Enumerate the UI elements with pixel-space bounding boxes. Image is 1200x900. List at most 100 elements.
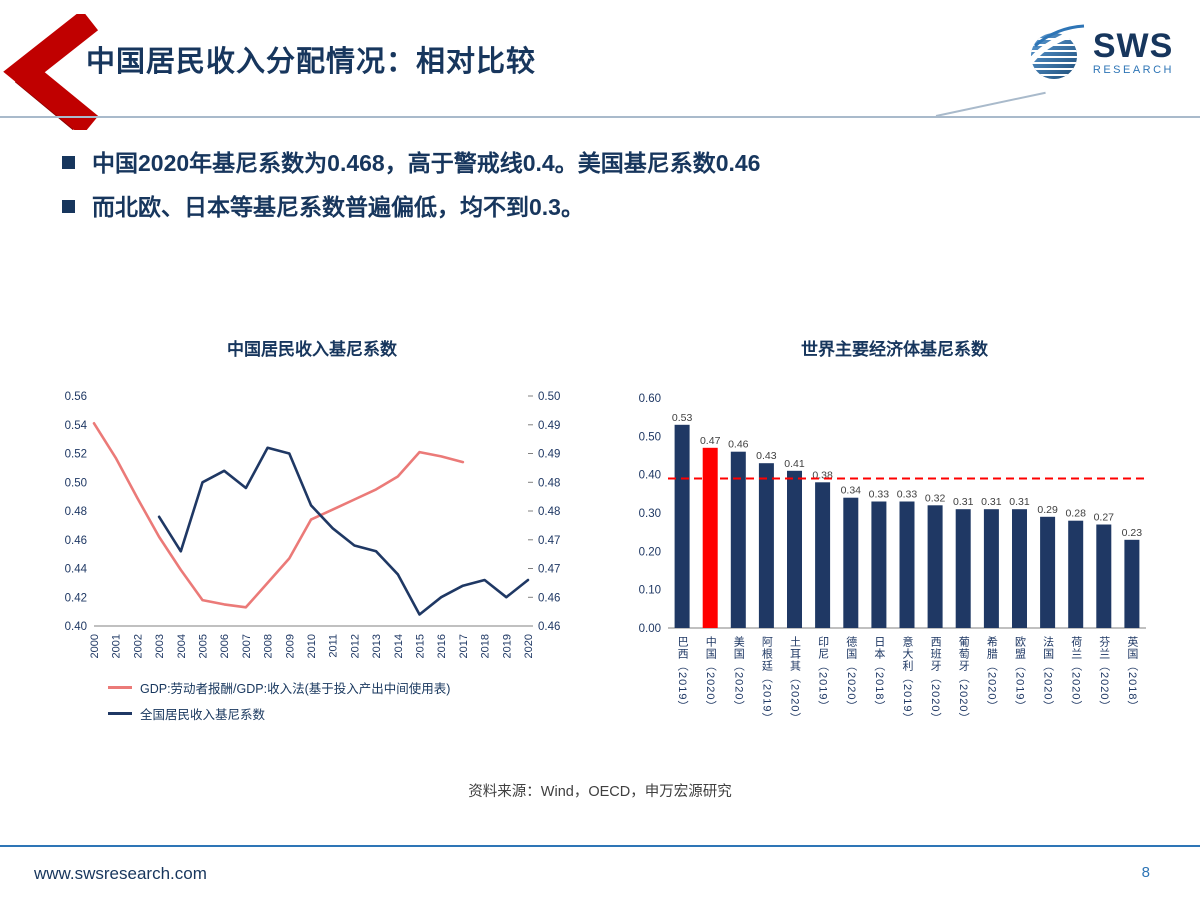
- bar-category-label: 西班牙（2020）: [929, 636, 942, 725]
- chevron-main: [3, 14, 99, 130]
- svg-text:0.27: 0.27: [1094, 512, 1115, 524]
- line-chart-title: 中国居民收入基尼系数: [227, 340, 397, 359]
- svg-text:0.60: 0.60: [639, 393, 661, 405]
- svg-text:0.44: 0.44: [65, 564, 88, 576]
- svg-text:0.00: 0.00: [639, 623, 661, 635]
- legend-item-0: GDP:劳动者报酬/GDP:收入法(基于投入产出中间使用表): [108, 678, 578, 697]
- svg-text:0.42: 0.42: [65, 592, 87, 604]
- svg-text:0.46: 0.46: [538, 621, 560, 633]
- y-axis-left-labels: 0.56 0.54 0.52 0.50 0.48 0.46 0.44 0.42 0.40: [65, 391, 88, 633]
- svg-text:2011: 2011: [328, 634, 340, 658]
- page-number: 8: [1141, 864, 1150, 881]
- bar: [955, 509, 971, 628]
- svg-text:2002: 2002: [132, 634, 144, 658]
- footer-divider: [0, 845, 1200, 847]
- legend-item-1: 全国居民收入基尼系数: [108, 704, 578, 723]
- bar-category-label: 美国（2020）: [732, 636, 745, 713]
- series-line-1: [157, 446, 530, 616]
- bar-category-label: 希腊（2020）: [985, 636, 998, 713]
- svg-text:0.33: 0.33: [869, 489, 890, 501]
- svg-text:0.31: 0.31: [1009, 496, 1030, 508]
- svg-text:2013: 2013: [371, 634, 383, 658]
- svg-text:2003: 2003: [154, 634, 166, 658]
- sws-globe-icon: [1028, 24, 1085, 79]
- bar-category-label: 土耳其（2020）: [788, 636, 801, 725]
- svg-text:0.49: 0.49: [538, 420, 560, 432]
- bar-chart-plot: 0.60 0.50 0.40 0.30 0.20 0.10 0.00 0.53 0.47 0.46…: [622, 384, 1167, 776]
- bullet-item-2: 而北欧、日本等基尼系数普遍偏低，均不到0.3。: [62, 190, 1142, 224]
- line-chart-legend: GDP:劳动者报酬/GDP:收入法(基于投入产出中间使用表) 全国居民收入基尼系数: [108, 678, 578, 723]
- svg-text:0.32: 0.32: [925, 492, 946, 504]
- bar: [871, 501, 887, 628]
- line-chart-svg: 0.56 0.54 0.52 0.50 0.48 0.46 0.44 0.42 0.40 0.50…: [65, 391, 561, 658]
- bars: [674, 424, 1140, 628]
- bar: [1096, 524, 1112, 628]
- bar: [787, 470, 802, 628]
- bar-category-label: 德国（2020）: [844, 636, 857, 713]
- logo-sws-label: SWS: [1092, 27, 1174, 65]
- line-chart-plot: 0.56 0.54 0.52 0.50 0.48 0.46 0.44 0.42 0.40 0.50…: [46, 384, 578, 676]
- legend-label-1: 全国居民收入基尼系数: [140, 708, 266, 722]
- bullet-text-2: 而北欧、日本等基尼系数普遍偏低，均不到0.3。: [92, 194, 584, 220]
- data-source-note: 资料来源：Wind，OECD，申万宏源研究: [468, 784, 732, 800]
- svg-text:2014: 2014: [393, 634, 405, 658]
- bar-category-label: 意大利（2019）: [901, 636, 913, 725]
- header-divider: [0, 116, 1200, 118]
- header-divider-diagonal: [935, 91, 1046, 117]
- svg-text:0.41: 0.41: [784, 458, 805, 470]
- bar: [1068, 520, 1084, 628]
- china-gini-line-chart: 中国居民收入基尼系数 0.56 0.54 0.52 0.50 0.48 0.46 0.44 0…: [46, 335, 578, 730]
- svg-text:0.33: 0.33: [897, 489, 918, 501]
- bar-category-label: 芬兰（2020）: [1097, 636, 1110, 713]
- legend-swatch-icon: [108, 712, 132, 715]
- bar-category-label: 荷兰（2020）: [1069, 636, 1082, 713]
- bullet-text-1: 中国2020年基尼系数为0.468，高于警戒线0.4。美国基尼系数0.46: [92, 150, 761, 176]
- svg-text:2012: 2012: [349, 634, 361, 658]
- sws-logo: SWS RESEARCH: [1028, 24, 1174, 82]
- svg-text:2007: 2007: [241, 634, 253, 658]
- svg-text:2019: 2019: [501, 634, 513, 658]
- footer-website-link[interactable]: www.swsresearch.com: [34, 864, 207, 883]
- svg-text:2005: 2005: [198, 634, 210, 658]
- legend-label-0: GDP:劳动者报酬/GDP:收入法(基于投入产出中间使用表): [140, 682, 451, 696]
- sws-logo-text: SWS RESEARCH: [1092, 27, 1174, 76]
- svg-text:0.47: 0.47: [538, 564, 560, 576]
- y-axis-right-labels: 0.50 0.49 0.49 0.48 0.48 0.47 0.47 0.46 0.46: [528, 391, 560, 633]
- logo-research-label: RESEARCH: [1092, 64, 1174, 76]
- svg-text:0.54: 0.54: [65, 420, 88, 432]
- series-line-0: [92, 421, 465, 609]
- svg-text:2020: 2020: [523, 634, 535, 658]
- svg-text:2010: 2010: [306, 634, 318, 658]
- svg-text:2001: 2001: [111, 634, 123, 658]
- bar: [1040, 516, 1056, 628]
- svg-text:2000: 2000: [89, 634, 101, 658]
- bar: [674, 424, 690, 628]
- svg-text:0.50: 0.50: [538, 391, 560, 403]
- svg-text:0.28: 0.28: [1065, 508, 1086, 520]
- svg-text:0.31: 0.31: [953, 496, 974, 508]
- bar-chart-title: 世界主要经济体基尼系数: [801, 340, 988, 359]
- legend-swatch-icon: [108, 686, 132, 689]
- bullet-square-icon: [62, 156, 75, 169]
- bar: [1124, 539, 1140, 628]
- svg-text:2015: 2015: [415, 634, 427, 658]
- bar-category-label: 中国（2020）: [704, 636, 717, 713]
- svg-text:0.47: 0.47: [700, 435, 721, 447]
- svg-text:2008: 2008: [263, 634, 275, 658]
- svg-text:0.46: 0.46: [538, 592, 560, 604]
- bar-category-label: 日本（2018）: [872, 636, 885, 713]
- bar-chart-svg: 0.60 0.50 0.40 0.30 0.20 0.10 0.00 0.53 0.47 0.46…: [639, 393, 1146, 635]
- svg-text:0.29: 0.29: [1037, 504, 1058, 516]
- x-axis-year-labels: 2000 2001 2002 2003 2004 2005 2006 2007 2008 2009…: [89, 634, 535, 658]
- red-chevron-decoration: [3, 14, 99, 130]
- bar: [758, 463, 774, 628]
- bar: [927, 505, 943, 628]
- svg-text:0.49: 0.49: [538, 449, 560, 461]
- svg-text:2016: 2016: [436, 634, 448, 658]
- bar-value-labels: 0.530.47 0.460.430.410.380.34 0.33 0.33 0.32…: [672, 412, 1142, 539]
- bar: [983, 509, 999, 628]
- svg-text:0.23: 0.23: [1122, 527, 1143, 539]
- bar: [702, 447, 718, 628]
- bar-category-label: 巴西（2019）: [676, 636, 689, 713]
